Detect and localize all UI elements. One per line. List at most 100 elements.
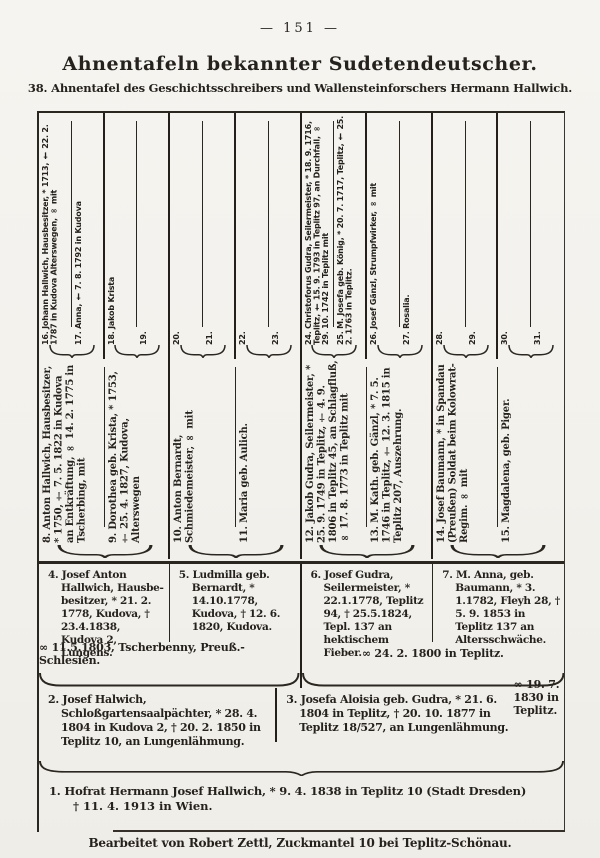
proband-line-1: 1. Hofrat Hermann Josef Hallwich, * 9. 4… (49, 783, 527, 798)
ancestor-25: 25. M. Josefa geb. König, * 20. 7. 1717,… (334, 113, 368, 359)
ancestor-8-text: 8. Anton Hallwich, Hausbesitzer, * 1750,… (42, 364, 88, 543)
ancestor-12: 12. Jakob Gudra, Seilermeister, * 25. 9.… (302, 359, 368, 559)
ancestor-11: 11. Maria geb. Aulich. (236, 359, 302, 559)
divider (70, 121, 72, 327)
generation-8-row: 8. Anton Hallwich, Hausbesitzer, * 1750,… (39, 359, 564, 559)
ancestor-30-text: 30. (500, 331, 510, 345)
ancestor-24: 24. Christoforus Gudra, Seilermeister, *… (302, 113, 335, 359)
ancestor-4-text: 4. Josef Anton Hallwich, Hausbe-besitzer… (48, 568, 164, 659)
ancestor-27-text: 27. Rosalia. (401, 294, 411, 345)
ancestor-26-text: 26. Josef Gänzl, Strumpfwirker, ∞ mit (369, 182, 379, 345)
bracket-bottom-icon (39, 760, 564, 776)
ancestor-10-text: 10. Anton Bernardt, Schmiedemeister, ∞ m… (173, 410, 196, 543)
ancestor-20: 20. (170, 113, 204, 359)
divider (299, 359, 302, 559)
ancestor-19-text: 19. (139, 331, 149, 345)
divider (299, 113, 302, 359)
ancestor-4: 4. Josef Anton Hallwich, Hausbe-besitzer… (39, 564, 169, 659)
ancestor-28: 28. (433, 113, 466, 359)
ancestor-16: 16. Johann Hallwich, Hausbesitzer, * 171… (39, 113, 72, 359)
ancestor-9-text: 9. Dorothea geb. Krista, * 1753, † 25. 4… (107, 371, 142, 543)
ancestor-8: 8. Anton Hallwich, Hausbesitzer, * 1750,… (39, 359, 105, 559)
pair-brace-icon (319, 545, 415, 558)
ancestor-11-text: 11. Maria geb. Aulich. (238, 423, 250, 543)
ancestor-2: 2. Josef Halwich, Schloßgartensaalpächte… (39, 688, 275, 748)
couple-cells: 4. Josef Anton Hallwich, Hausbe-besitzer… (39, 563, 300, 659)
page-title: Ahnentafeln bekannter Sudetendeutscher. (62, 53, 538, 75)
ancestor-31: 31. (531, 113, 564, 359)
page-subtitle: 38. Ahnentafel des Geschichtsschreibers … (27, 81, 573, 95)
ancestor-31-text: 31. (533, 331, 543, 345)
pair-brace-icon (188, 545, 284, 558)
divider (398, 121, 400, 327)
divider (267, 121, 269, 327)
ancestor-10: 10. Anton Bernardt, Schmiedemeister, ∞ m… (170, 359, 236, 559)
ancestor-5-text: 5. Ludmilla geb. Bernardt, * 14.10.1778,… (178, 568, 281, 633)
pair-brace-icon (508, 345, 554, 358)
ancestor-17-text: 17. Anna, † 7. 8. 1792 in Kudova (73, 201, 83, 345)
ancestor-23: 23. (269, 113, 302, 359)
divider (496, 113, 499, 359)
ancestor-3-text: 3. Josefa Aloisia geb. Gudra, * 21. 6. 1… (286, 692, 509, 734)
divider (202, 121, 204, 327)
generation-16-row: 16. Johann Hallwich, Hausbesitzer, * 171… (39, 113, 564, 359)
generation-4-row: 4. Josef Anton Hallwich, Hausbe-besitzer… (39, 563, 565, 688)
ancestor-15: 15. Magdalena, geb. Piger. (498, 359, 564, 559)
divider (430, 359, 433, 559)
ancestor-22-text: 22. (237, 331, 247, 345)
ancestor-5: 5. Ludmilla geb. Bernardt, * 14.10.1778,… (168, 563, 300, 642)
ancestor-7-text: 7. M. Anna, geb. Baumann, * 3. 1.1782, F… (442, 568, 560, 646)
ancestor-13: 13. M. Kath. geb. Gänzl, * 7. 5. 1746 in… (367, 359, 433, 559)
couple-cells: 6. Josef Gudra, Seilermeister, * 22.1.17… (302, 563, 565, 659)
pair-brace-icon (114, 345, 161, 358)
bracket-bottom-icon (301, 672, 564, 686)
divider (102, 113, 105, 359)
marriage-line-2-3: ∞ 19. 7. 1830 in Teplitz. (513, 678, 560, 717)
generation-2-row: 2. Josef Halwich, Schloßgartensaalpächte… (39, 678, 564, 776)
proband-cell: 1. Hofrat Hermann Josef Hallwich, * 9. 4… (39, 776, 564, 837)
ahnentafel-table: 16. Johann Hallwich, Hausbesitzer, * 171… (37, 111, 565, 832)
credit-line: Bearbeitet von Robert Zettl, Zuckmantel … (88, 836, 512, 850)
divider (530, 121, 532, 327)
ancestor-7: 7. M. Anna, geb. Baumann, * 3. 1.1782, F… (432, 563, 564, 646)
ancestor-15-text: 15. Magdalena, geb. Piger. (501, 398, 513, 543)
ancestor-6: 6. Josef Gudra, Seilermeister, * 22.1.17… (302, 564, 433, 659)
pair-brace-icon (442, 345, 489, 358)
bracket-bottom-icon (39, 672, 300, 686)
divider (168, 359, 171, 559)
ancestor-16-text: 16. Johann Hallwich, Hausbesitzer, * 171… (41, 124, 59, 345)
ancestor-24-text: 24. Christoforus Gudra, Seilermeister, *… (303, 121, 330, 345)
couple-cells: 2. Josef Halwich, Schloßgartensaalpächte… (39, 687, 514, 748)
tier-divider-rule (39, 561, 564, 564)
ancestor-23-text: 23. (270, 331, 280, 345)
ancestor-17: 17. Anna, † 7. 8. 1792 in Kudova (72, 113, 105, 359)
ancestor-20-text: 20. (172, 331, 182, 345)
pair-brace-icon (311, 345, 358, 358)
ancestor-14-text: 14. Josef Baumann, * in Spandau (Preußen… (435, 363, 470, 543)
ancestor-22: 22. (236, 113, 269, 359)
divider (233, 113, 236, 359)
page-number: — 151 — (259, 21, 341, 36)
proband-line-2: † 11. 4. 1913 in Wien. (73, 798, 213, 813)
ancestor-13-text: 13. M. Kath. geb. Gänzl, * 7. 5. 1746 in… (370, 367, 405, 543)
pair-brace-icon (245, 345, 292, 358)
ancestor-27: 27. Rosalia. (400, 113, 433, 359)
ancestor-18-text: 18. Jakob Krista (106, 276, 116, 345)
ancestor-3: 3. Josefa Aloisia geb. Gudra, * 21. 6. 1… (275, 687, 513, 742)
ancestor-19: 19. (137, 113, 171, 359)
divider (136, 121, 138, 327)
pair-brace-icon (49, 345, 95, 358)
ancestor-14: 14. Josef Baumann, * in Spandau (Preußen… (433, 359, 499, 559)
divider (168, 113, 171, 359)
divider (464, 121, 466, 327)
marriage-box-4-5: 4. Josef Anton Hallwich, Hausbe-besitzer… (39, 563, 302, 688)
divider (497, 367, 499, 527)
ancestor-2-text: 2. Josef Halwich, Schloßgartensaalpächte… (48, 692, 261, 748)
ancestor-6-text: 6. Josef Gudra, Seilermeister, * 22.1.17… (310, 568, 424, 659)
divider (430, 113, 433, 359)
ancestor-25-text: 25. M. Josefa geb. König, * 20. 7. 1717,… (336, 115, 354, 345)
pair-brace-icon (57, 545, 153, 558)
marriage-line-4-5: ∞ 11.5.1803, Tscherbenny, Preuß.-Schlesi… (39, 640, 245, 667)
divider (333, 121, 335, 327)
